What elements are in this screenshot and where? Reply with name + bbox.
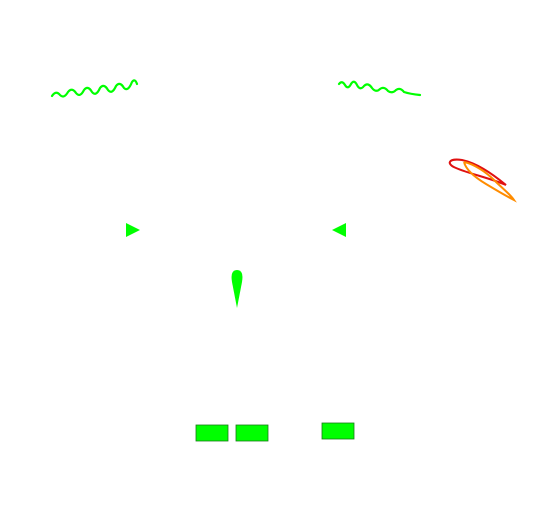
mouth-block-center xyxy=(235,424,269,442)
mouth-block-left xyxy=(195,424,229,442)
right-eyebrow xyxy=(337,80,422,97)
left-eye-triangle xyxy=(126,223,140,237)
right-eye-triangle xyxy=(332,223,346,237)
loop-scribble-red xyxy=(448,158,507,186)
mouth-block-right xyxy=(321,422,355,440)
loop-scribble-orange xyxy=(463,161,517,203)
nose-teardrop xyxy=(231,270,243,308)
left-eyebrow xyxy=(50,79,139,98)
